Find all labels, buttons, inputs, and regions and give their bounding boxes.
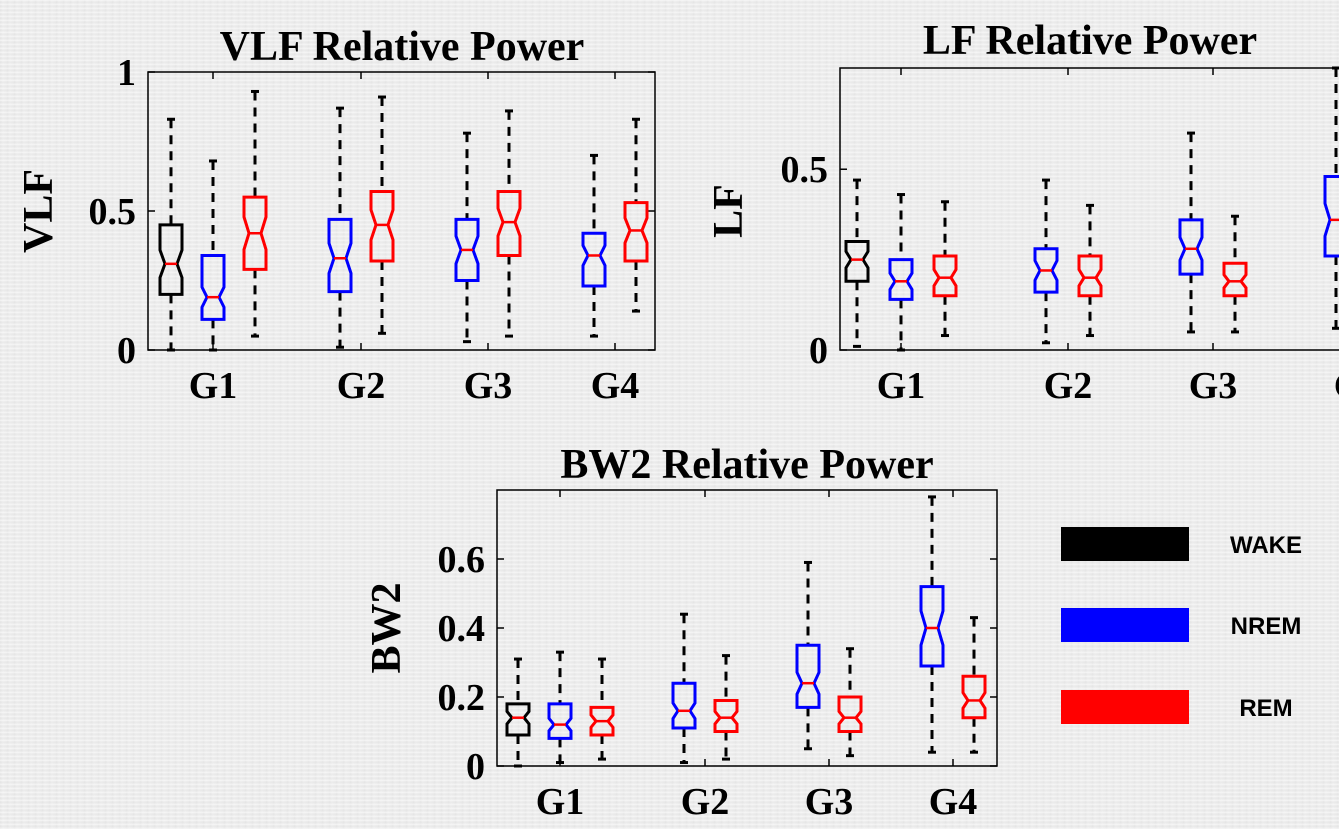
plot-area: G1 G2 G3 G4 [496, 489, 998, 823]
legend: WAKE NREM REM [1061, 527, 1302, 724]
box-g1-nrem [200, 159, 226, 352]
box-body [589, 705, 615, 737]
box-body [369, 190, 395, 263]
box-g4-nrem [1323, 66, 1339, 330]
box-g2-nrem [327, 106, 353, 349]
box-body [454, 217, 480, 282]
box-body [200, 253, 226, 321]
box-body [961, 674, 987, 720]
box-body [505, 702, 531, 737]
y-tick-label: 0 [466, 746, 485, 788]
legend-label-rem: REM [1239, 695, 1292, 722]
y-tick-label: 0 [117, 330, 136, 372]
box-body [919, 585, 945, 668]
box-body [496, 190, 522, 257]
box-g1-wake [844, 178, 870, 348]
y-axis-label: LF [706, 184, 752, 238]
box-g1-wake [158, 117, 184, 352]
box-g3-nrem [795, 560, 821, 751]
box-g3-rem [837, 647, 863, 758]
box-body [671, 681, 697, 730]
chart-title: LF Relative Power [923, 18, 1257, 64]
box-g1-wake [505, 657, 531, 768]
box-body [623, 201, 649, 263]
box-g1-nrem [547, 650, 573, 765]
legend-swatch-wake [1061, 527, 1189, 561]
legend-swatch-rem [1061, 690, 1189, 724]
axes-box [839, 67, 1339, 351]
plot-area: G1 G2 G3 G4 [147, 71, 656, 407]
box-body [1033, 247, 1059, 294]
y-tick-label: 0.6 [438, 539, 486, 581]
box-body [888, 258, 914, 301]
box-g4-nrem [919, 495, 945, 754]
y-tick-label: 0.5 [781, 149, 829, 191]
y-tick-label: 0 [809, 330, 828, 372]
box-g2-rem [369, 95, 395, 335]
box-g2-nrem [1033, 178, 1059, 345]
box-g1-rem [589, 657, 615, 761]
chart-title: VLF Relative Power [220, 24, 585, 70]
box-g3-nrem [454, 131, 480, 344]
box-g4-rem [623, 117, 649, 313]
box-g4-rem [961, 616, 987, 754]
box-g1-rem [932, 200, 958, 338]
box-g3-rem [1222, 214, 1248, 334]
chart-bw2: G1 G2 G3 G4 0 0.2 0.4 0.6 BW2 Relative Power BW2 [364, 442, 998, 823]
box-g2-nrem [671, 612, 697, 765]
box-body [327, 217, 353, 294]
y-tick-label: 1 [117, 52, 136, 94]
box-body [547, 702, 573, 740]
box-body [844, 240, 870, 283]
x-tick-label: G3 [1189, 365, 1238, 407]
chart-vlf: G1 G2 G3 G4 0 0.5 1 VLF Relative Power VLF [16, 24, 656, 407]
box-g3-rem [496, 109, 522, 338]
plot-area: G1 G2 G3 G4 [839, 66, 1339, 407]
box-body [932, 254, 958, 298]
x-tick-label: G2 [337, 365, 386, 407]
box-body [1222, 261, 1248, 298]
box-body [242, 195, 268, 271]
x-tick-label: G1 [877, 365, 926, 407]
box-g1-nrem [888, 193, 914, 352]
x-tick-label: G3 [805, 781, 854, 823]
x-tick-label: G1 [536, 781, 585, 823]
box-body [581, 231, 607, 288]
y-tick-label: 0.5 [89, 191, 137, 233]
box-g2-rem [1077, 203, 1103, 338]
axes-box [496, 489, 998, 767]
box-body [713, 698, 739, 733]
x-tick-label: G4 [591, 365, 640, 407]
box-body [837, 695, 863, 733]
box-g3-nrem [1178, 131, 1204, 334]
x-tick-label: G1 [189, 365, 238, 407]
chart-title: BW2 Relative Power [560, 442, 933, 488]
x-tick-label: G4 [1334, 365, 1339, 407]
y-axis-label: VLF [16, 169, 62, 253]
x-tick-label: G2 [1044, 365, 1093, 407]
box-g2-rem [713, 654, 739, 761]
x-tick-label: G4 [929, 781, 978, 823]
legend-label-nrem: NREM [1231, 613, 1302, 640]
chart-lf: G1 G2 G3 G4 0 0.5 LF Relative Power LF [706, 18, 1339, 407]
y-tick-label: 0.2 [438, 677, 486, 719]
box-body [158, 223, 184, 296]
box-body [1178, 218, 1204, 276]
box-body [1323, 174, 1339, 258]
box-body [1077, 254, 1103, 298]
box-g1-rem [242, 89, 268, 338]
box-g4-nrem [581, 153, 607, 338]
x-tick-label: G2 [681, 781, 730, 823]
legend-swatch-nrem [1061, 608, 1189, 642]
x-tick-label: G3 [464, 365, 513, 407]
legend-label-wake: WAKE [1230, 532, 1302, 559]
y-tick-label: 0.4 [438, 608, 486, 650]
y-axis-label: BW2 [364, 582, 410, 673]
box-body [795, 643, 821, 709]
